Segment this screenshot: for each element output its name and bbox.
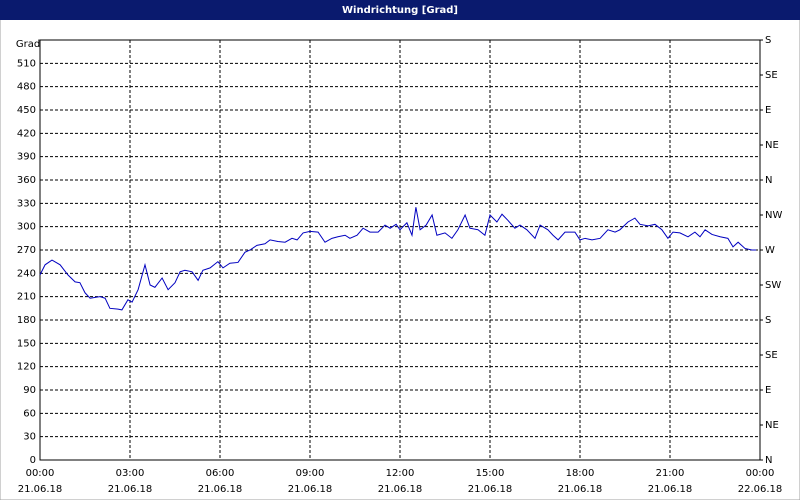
- y-tick-label: 270: [17, 245, 36, 256]
- x-tick-date: 21.06.18: [648, 484, 693, 495]
- y-axis-label: Grad: [16, 39, 40, 50]
- y-tick-label: 30: [23, 432, 36, 443]
- x-tick-date: 21.06.18: [198, 484, 243, 495]
- y-tick-label: 210: [17, 292, 36, 303]
- y2-tick-label: SW: [765, 280, 781, 291]
- y-tick-label: 450: [17, 105, 36, 116]
- y2-tick-label: NW: [765, 210, 782, 221]
- y-tick-label: 390: [17, 152, 36, 163]
- x-tick-date: 21.06.18: [288, 484, 333, 495]
- y2-tick-label: SE: [765, 70, 778, 81]
- y2-tick-label: NE: [765, 140, 779, 151]
- y-tick-label: 510: [17, 58, 36, 69]
- y2-tick-label: W: [765, 245, 775, 256]
- y-tick-label: 90: [23, 385, 36, 396]
- y-tick-label: 0: [30, 455, 36, 466]
- y-tick-label: 120: [17, 362, 36, 373]
- x-tick-date: 21.06.18: [108, 484, 153, 495]
- y-tick-label: 150: [17, 338, 36, 349]
- y-tick-label: 480: [17, 82, 36, 93]
- y-tick-label: 180: [17, 315, 36, 326]
- y2-tick-label: NE: [765, 420, 779, 431]
- x-tick-date: 21.06.18: [378, 484, 423, 495]
- y2-tick-label: S: [765, 315, 771, 326]
- y2-tick-label: S: [765, 35, 771, 46]
- x-tick-label: 09:00: [296, 468, 325, 479]
- x-tick-label: 12:00: [386, 468, 415, 479]
- x-tick-date: 22.06.18: [738, 484, 783, 495]
- x-tick-label: 00:00: [26, 468, 55, 479]
- x-tick-label: 15:00: [476, 468, 505, 479]
- x-tick-label: 18:00: [566, 468, 595, 479]
- y-tick-label: 330: [17, 198, 36, 209]
- chart-title: Windrichtung [Grad]: [342, 5, 458, 16]
- y-tick-label: 300: [17, 222, 36, 233]
- y-tick-label: 420: [17, 128, 36, 139]
- y2-tick-label: E: [765, 385, 771, 396]
- y-tick-label: 360: [17, 175, 36, 186]
- y2-tick-label: N: [765, 455, 772, 466]
- title-bar: [0, 0, 800, 20]
- y2-tick-label: N: [765, 175, 772, 186]
- x-tick-label: 03:00: [116, 468, 145, 479]
- x-tick-label: 00:00: [746, 468, 775, 479]
- x-tick-label: 06:00: [206, 468, 235, 479]
- y-tick-label: 240: [17, 268, 36, 279]
- y-tick-label: 60: [23, 408, 36, 419]
- y2-tick-label: SE: [765, 350, 778, 361]
- y2-tick-label: E: [765, 105, 771, 116]
- x-tick-date: 21.06.18: [558, 484, 603, 495]
- data-line: [39, 207, 757, 311]
- x-tick-label: 21:00: [656, 468, 685, 479]
- x-tick-date: 21.06.18: [18, 484, 63, 495]
- x-tick-date: 21.06.18: [468, 484, 513, 495]
